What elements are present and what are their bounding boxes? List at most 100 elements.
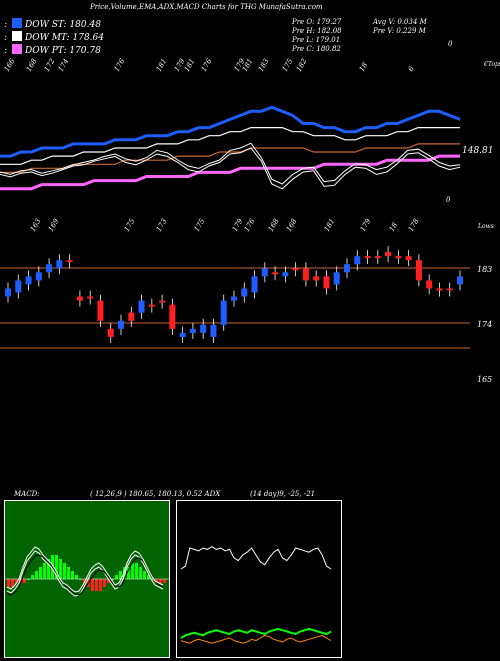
candle-body (231, 296, 237, 301)
price-top-label: 168 (285, 217, 299, 233)
macd-bar (27, 579, 30, 580)
ema-top-label: 168 (25, 57, 39, 73)
legend-swatch-mt (12, 31, 22, 41)
price-top-label: 175 (193, 217, 207, 233)
candle-body (241, 288, 248, 297)
macd-bar (131, 563, 134, 579)
candle-body (148, 304, 155, 307)
candle-body (46, 264, 53, 273)
candle-body (118, 320, 124, 329)
candle-body (313, 276, 320, 281)
ema-top-label: 166 (3, 57, 17, 73)
macd-bar (7, 579, 10, 587)
candle-body (374, 256, 381, 259)
ema-right-label-zero: 0 (446, 196, 451, 204)
macd-bar (127, 567, 130, 579)
ema-series-line (0, 105, 461, 158)
candle-body (344, 264, 350, 273)
candle-body (251, 276, 258, 293)
macd-bar (119, 571, 122, 579)
macd-bar (115, 575, 118, 579)
candle-body (25, 276, 32, 285)
ema-price-line (0, 147, 461, 190)
candle-body (128, 312, 135, 321)
candle-body (76, 296, 83, 301)
macd-bar (31, 575, 34, 579)
price-top-label: 179 (231, 217, 245, 233)
ema-right-label-value: 148.81 (462, 146, 494, 156)
candle-body (446, 288, 453, 291)
candle-body (292, 268, 299, 271)
macd-bar (111, 579, 114, 580)
price-top-label: 18 (388, 221, 400, 233)
ema-top-label: 176 (200, 57, 214, 73)
macd-bar (95, 579, 98, 591)
macd-bar (67, 567, 70, 579)
candle-body (457, 276, 463, 285)
ema-top-label: 174 (57, 57, 71, 73)
macd-bar (159, 579, 162, 583)
macd-bar (143, 571, 146, 579)
candle-body (189, 328, 196, 333)
price-top-label: 179 (359, 217, 373, 233)
macd-bar (79, 579, 82, 580)
macd-bar (151, 579, 154, 580)
price-top-label: 173 (155, 217, 169, 233)
adx-series-line (180, 627, 332, 639)
macd-bar (55, 555, 58, 579)
candle-body (66, 260, 73, 263)
candle-body (15, 280, 22, 293)
macd-bar (35, 571, 38, 579)
candle-body (179, 332, 186, 337)
price-top-label: 175 (123, 217, 137, 233)
candle-body (415, 260, 422, 281)
adx-svg (180, 546, 332, 644)
macd-line (6, 550, 164, 597)
adx-series-line (180, 634, 332, 644)
macd-bar (59, 559, 62, 579)
legend-dow-pt: : DOW PT: 170.78 (4, 44, 101, 56)
macd-line (6, 546, 164, 593)
candle-body (272, 272, 279, 275)
macd-bar (147, 575, 150, 579)
candle-body (159, 300, 166, 303)
info-prev-high: Pre H: 182.08 (292, 27, 342, 35)
price-top-label: 168 (267, 217, 281, 233)
macd-bar (63, 563, 66, 579)
macd-bar (43, 563, 46, 579)
price-top-label: 181 (323, 217, 337, 233)
ema-top-label: 176 (113, 57, 127, 73)
legend-label-pt: DOW PT: 170.78 (25, 46, 101, 56)
ema-top-label: 172 (43, 57, 57, 73)
price-top-label: 178 (407, 217, 421, 233)
macd-bar (91, 579, 94, 591)
candle-body (107, 328, 114, 337)
macd-header: MACD: (14, 490, 40, 498)
candle-body (405, 256, 412, 261)
ema-top-label: 18 (358, 61, 370, 73)
adx-series-line (180, 546, 332, 570)
price-top-label: 163 (29, 217, 43, 233)
info-prev-close: Pre C: 180.82 (292, 45, 341, 53)
macd-line (6, 554, 164, 596)
ema-series-line (0, 154, 460, 191)
candle-body (210, 324, 217, 337)
price-top-label: 169 (47, 217, 61, 233)
candle-body (87, 296, 94, 299)
candle-body (35, 272, 42, 281)
candle-body (169, 304, 176, 329)
macd-bar (103, 579, 106, 587)
ema-top-label: 175 (281, 57, 295, 73)
info-prev-volume: Pre V: 0.229 M (373, 27, 426, 35)
candle-body (395, 256, 402, 259)
candle-body (323, 276, 330, 289)
info-prev-open: Pre O: 179.27 (292, 18, 342, 26)
macd-bar (139, 567, 142, 579)
candle-body (138, 300, 145, 313)
ema-top-label: 181 (183, 57, 197, 73)
price-right-label-mid: 174 (477, 320, 492, 329)
adx-params: (14 day)9, -25, -21 (250, 490, 316, 498)
legend-swatch-st (12, 18, 22, 28)
price-right-label-high: 183 (477, 265, 492, 274)
